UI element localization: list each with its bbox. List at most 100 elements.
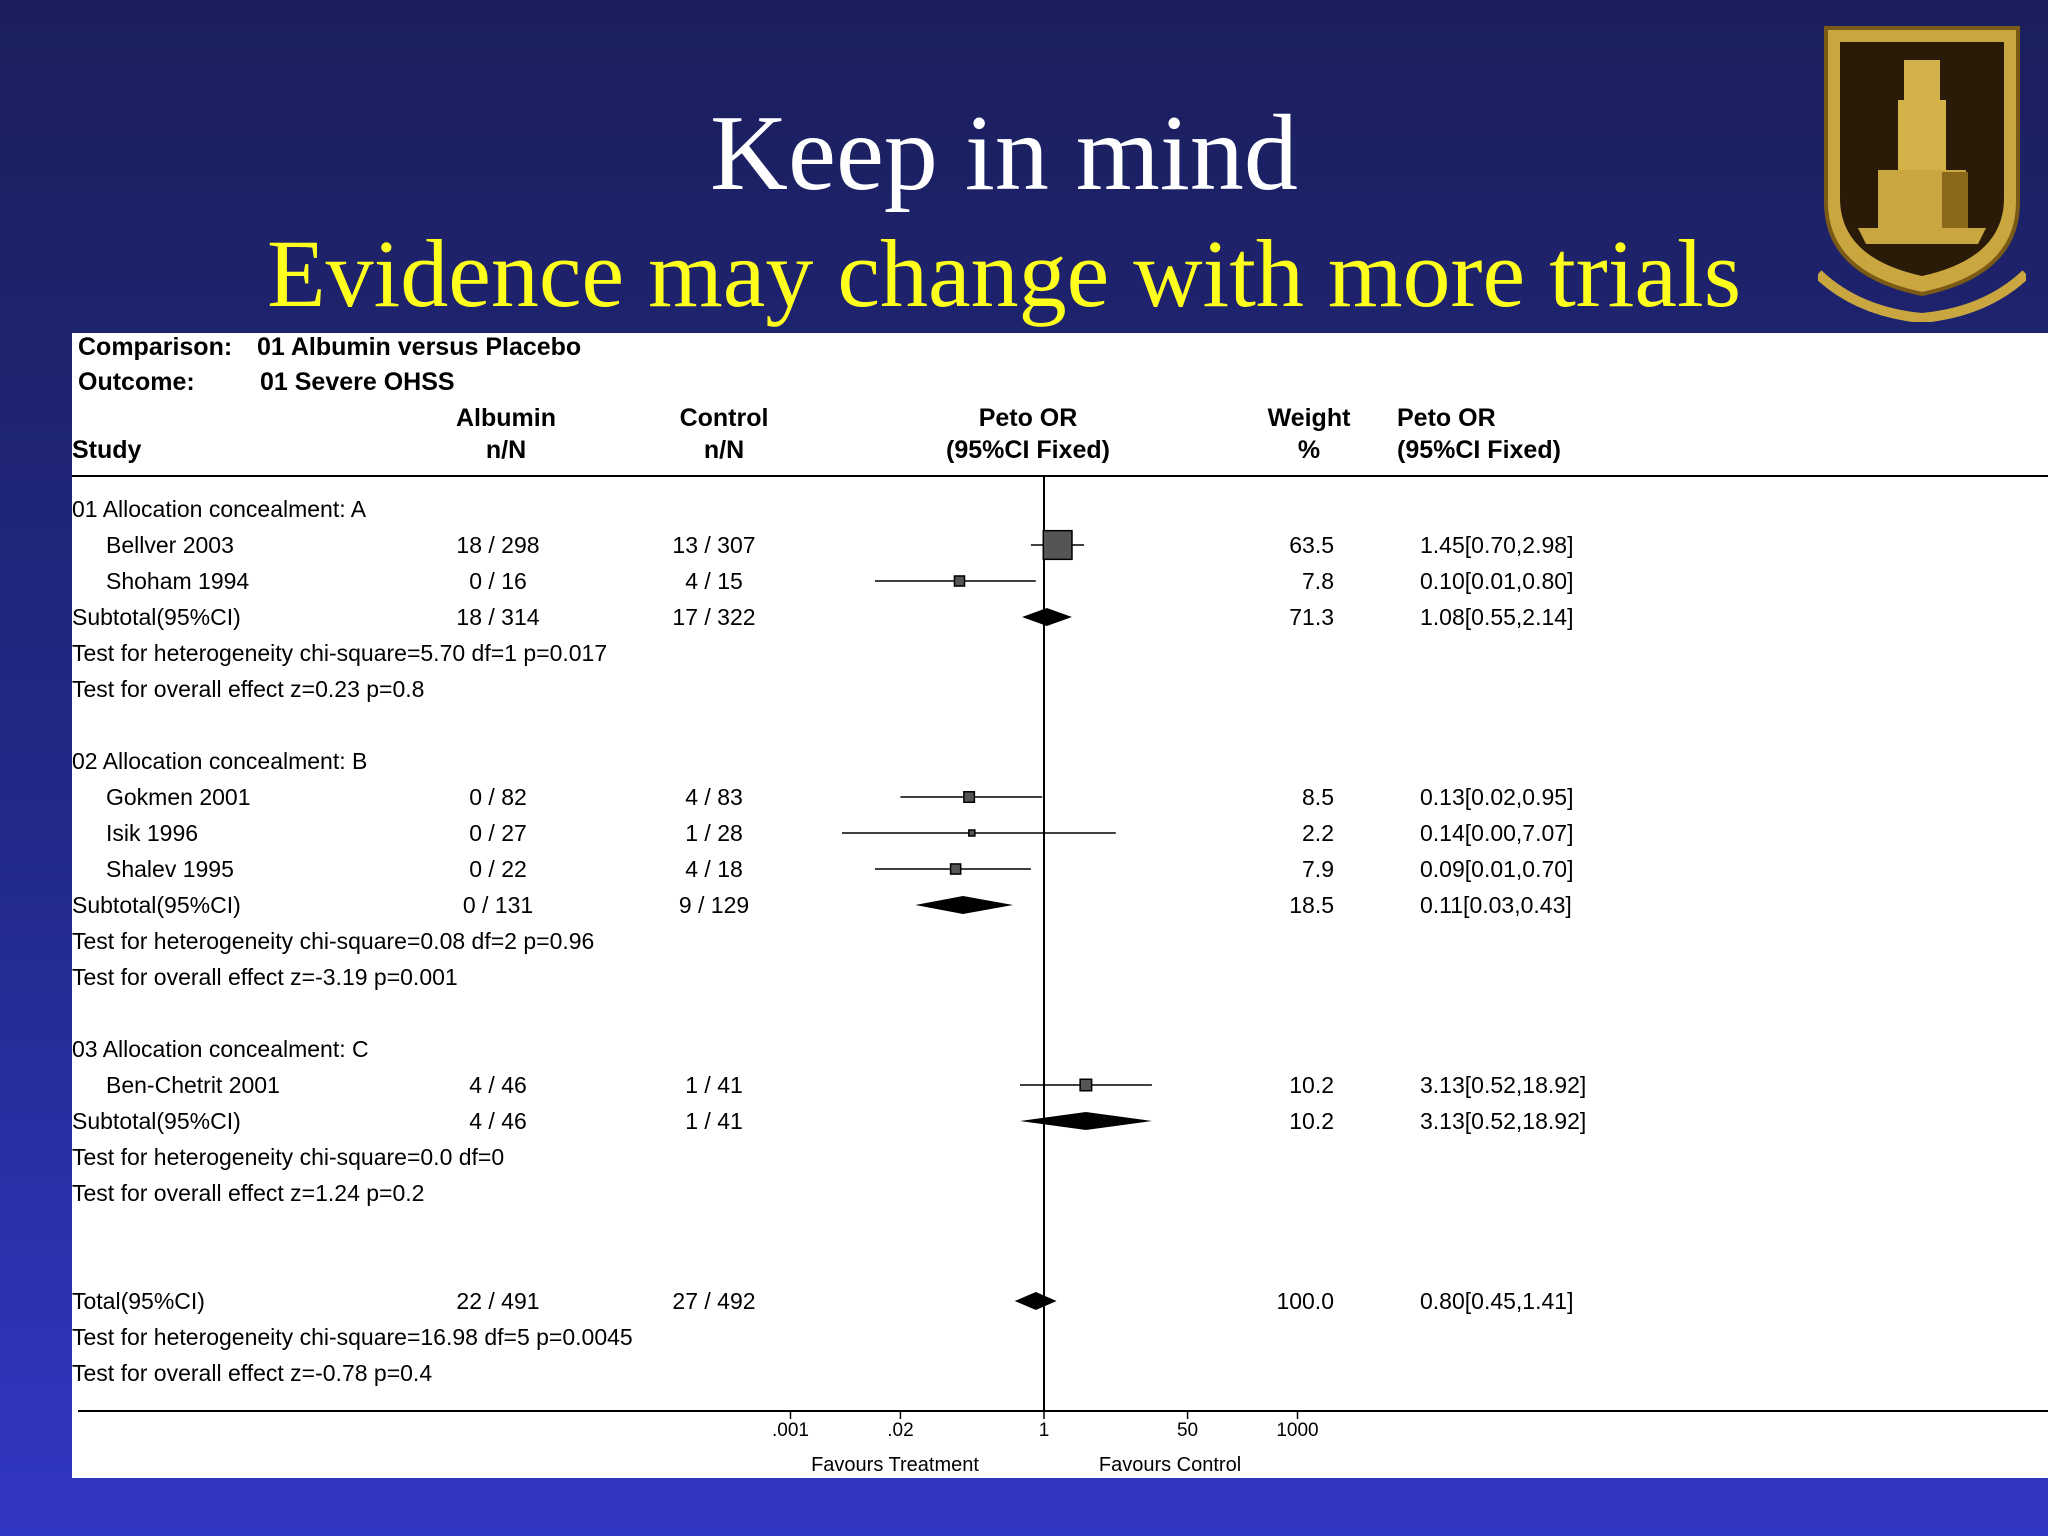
test-statistic-text: Test for overall effect z=0.23 p=0.8 [72, 676, 425, 702]
column-header-weight: Weight [1267, 404, 1351, 432]
control-count: 27 / 492 [672, 1288, 756, 1314]
peto-or-ci-text: 1.08[0.55,2.14] [1420, 604, 1574, 630]
summary-diamond [915, 896, 1014, 914]
subtotal-label: Subtotal(95%CI) [72, 1108, 241, 1134]
control-count: 9 / 129 [678, 892, 750, 918]
point-estimate-square [968, 829, 976, 837]
peto-or-ci-text: 0.10[0.01,0.80] [1420, 568, 1574, 594]
forest-plot: .001 .02 1 50 1000 [772, 475, 1319, 1441]
study-name: Bellver 2003 [106, 532, 234, 558]
albumin-count: 0 / 131 [462, 892, 534, 918]
study-name: Ben-Chetrit 2001 [106, 1072, 280, 1098]
test-statistic-text: Test for heterogeneity chi-square=0.0 df… [72, 1144, 505, 1170]
albumin-count: 4 / 46 [469, 1072, 527, 1098]
albumin-count: 0 / 22 [469, 856, 527, 882]
outcome-label: Outcome: [78, 368, 195, 396]
control-count: 4 / 83 [685, 784, 743, 810]
study-name: Shoham 1994 [106, 568, 250, 594]
peto-or-ci-text: 0.80[0.45,1.41] [1420, 1288, 1574, 1314]
control-count: 17 / 322 [672, 604, 756, 630]
column-header-or-sub: (95%CI Fixed) [1397, 436, 1561, 464]
weight-value: 100.0 [1276, 1288, 1334, 1314]
peto-or-ci-text: 0.14[0.00,7.07] [1420, 820, 1574, 846]
weight-value: 10.2 [1289, 1072, 1334, 1098]
weight-value: 2.2 [1302, 820, 1334, 846]
peto-or-ci-text: 3.13[0.52,18.92] [1420, 1108, 1587, 1134]
weight-value: 10.2 [1289, 1108, 1334, 1134]
column-header-study: Study [72, 436, 142, 464]
peto-or-ci-text: 0.13[0.02,0.95] [1420, 784, 1574, 810]
point-estimate-square [949, 863, 962, 875]
x-tick-label: 1000 [1276, 1420, 1318, 1441]
point-estimate-square [953, 575, 966, 587]
peto-or-ci-text: 1.45[0.70,2.98] [1420, 532, 1574, 558]
summary-diamond [1022, 608, 1072, 626]
albumin-count: 0 / 27 [469, 820, 527, 846]
favours-treatment-label: Favours Treatment [811, 1454, 979, 1476]
peto-or-ci-text: 0.11[0.03,0.43] [1420, 892, 1572, 918]
point-estimate-square [1042, 529, 1073, 561]
column-header-plot: Peto OR [978, 404, 1078, 432]
comparison-value: 01 Albumin versus Placebo [257, 333, 582, 361]
weight-value: 63.5 [1289, 532, 1334, 558]
test-statistic-text: Test for heterogeneity chi-square=5.70 d… [72, 640, 608, 666]
weight-value: 7.9 [1302, 856, 1334, 882]
weight-value: 18.5 [1289, 892, 1334, 918]
control-count: 1 / 41 [685, 1072, 743, 1098]
study-name: Isik 1996 [106, 820, 199, 846]
column-header-control: Control [679, 404, 769, 432]
albumin-count: 18 / 298 [456, 532, 540, 558]
column-header-or: Peto OR [1397, 404, 1496, 432]
group-label: 03 Allocation concealment: C [72, 1036, 369, 1062]
axis-line [78, 1410, 2048, 1412]
column-header-albumin-sub: n/N [485, 436, 527, 464]
column-header-weight-sub: % [1297, 436, 1321, 464]
subtotal-label: Subtotal(95%CI) [72, 604, 241, 630]
control-count: 1 / 41 [685, 1108, 743, 1134]
group-label: 02 Allocation concealment: B [72, 748, 368, 774]
weight-value: 71.3 [1289, 604, 1334, 630]
x-tick-label: 50 [1177, 1420, 1198, 1441]
albumin-count: 18 / 314 [456, 604, 540, 630]
slide-title: Keep in mind [710, 94, 1298, 213]
albumin-count: 0 / 16 [469, 568, 527, 594]
point-estimate-square [963, 791, 976, 803]
slide-subtitle: Evidence may change with more trials [266, 220, 1742, 327]
albumin-count: 4 / 46 [469, 1108, 527, 1134]
x-tick-label: 1 [1039, 1420, 1050, 1441]
favours-control-label: Favours Control [1098, 1454, 1242, 1476]
group-label: 01 Allocation concealment: A [72, 496, 367, 522]
point-estimate-square [1079, 1078, 1093, 1092]
subtotal-label: Subtotal(95%CI) [72, 892, 241, 918]
cairo-university-seal-icon [1814, 22, 2030, 324]
study-name: Gokmen 2001 [106, 784, 251, 810]
albumin-count: 0 / 82 [469, 784, 527, 810]
column-header-albumin: Albumin [456, 404, 556, 432]
x-tick-label: .02 [887, 1420, 913, 1441]
weight-value: 8.5 [1302, 784, 1334, 810]
outcome-value: 01 Severe OHSS [260, 368, 455, 396]
weight-value: 7.8 [1302, 568, 1334, 594]
peto-or-ci-text: 0.09[0.01,0.70] [1420, 856, 1574, 882]
test-statistic-text: Test for overall effect z=1.24 p=0.2 [72, 1180, 425, 1206]
control-count: 13 / 307 [672, 532, 756, 558]
forest-plot-panel: .001 .02 1 50 1000 Comparison: 01 Albumin ve… [72, 333, 2048, 1478]
study-name: Shalev 1995 [106, 856, 234, 882]
test-statistic-text: Test for heterogeneity chi-square=16.98 … [72, 1324, 633, 1350]
column-header-plot-sub: (95%CI Fixed) [946, 436, 1110, 464]
x-tick-label: .001 [772, 1420, 809, 1441]
peto-or-ci-text: 3.13[0.52,18.92] [1420, 1072, 1587, 1098]
test-statistic-text: Test for overall effect z=-0.78 p=0.4 [72, 1360, 433, 1386]
albumin-count: 22 / 491 [456, 1288, 540, 1314]
comparison-label: Comparison: [78, 333, 233, 361]
column-header-control-sub: n/N [703, 436, 745, 464]
test-statistic-text: Test for overall effect z=-3.19 p=0.001 [72, 964, 458, 990]
control-count: 1 / 28 [685, 820, 743, 846]
summary-diamond [1020, 1112, 1152, 1130]
total-label: Total(95%CI) [72, 1288, 205, 1314]
summary-diamond [1014, 1292, 1057, 1310]
control-count: 4 / 18 [685, 856, 743, 882]
control-count: 4 / 15 [685, 568, 743, 594]
test-statistic-text: Test for heterogeneity chi-square=0.08 d… [72, 928, 595, 954]
header-divider [72, 475, 2048, 477]
